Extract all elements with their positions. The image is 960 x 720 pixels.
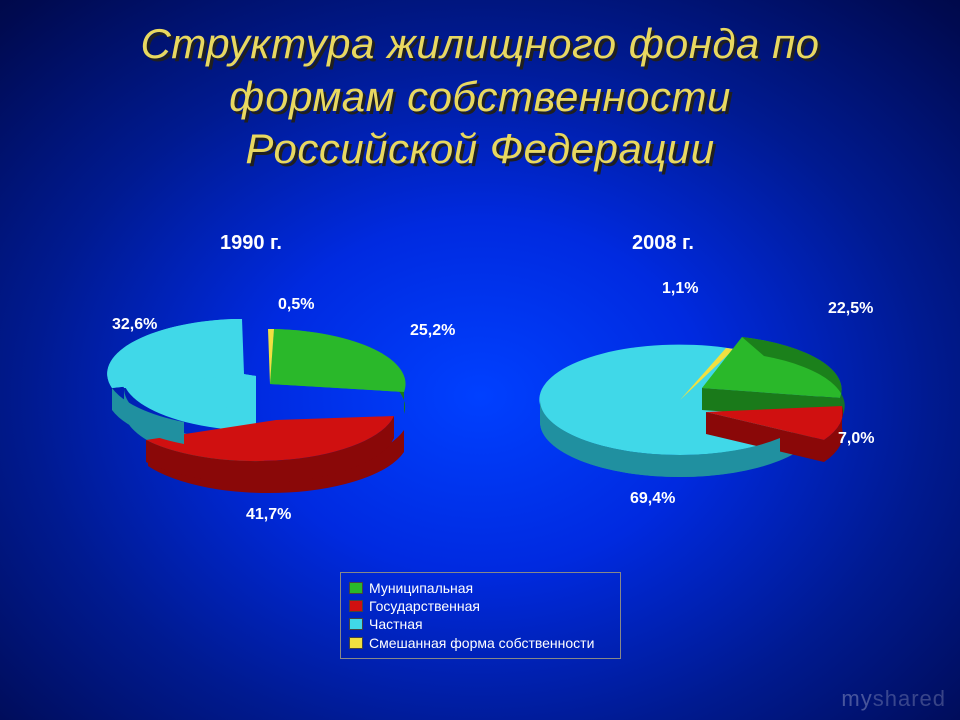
- label-1990-mixed: 0,5%: [278, 296, 314, 314]
- label-2008-municipal: 22,5%: [828, 300, 873, 318]
- title-line-3: Российской Федерации: [245, 125, 714, 172]
- label-1990-state: 41,7%: [246, 506, 291, 524]
- legend-swatch-municipal: [349, 582, 363, 594]
- legend-swatch-private: [349, 618, 363, 630]
- watermark-suffix: shared: [873, 686, 946, 711]
- year-label-2008: 2008 г.: [632, 232, 694, 255]
- title-line-1: Структура жилищного фонда по: [140, 20, 819, 67]
- legend-swatch-mixed: [349, 637, 363, 649]
- legend-row-municipal: Муниципальная: [349, 579, 594, 597]
- pie-chart-2008: 1,1% 22,5% 7,0% 69,4%: [510, 280, 910, 540]
- label-1990-municipal: 25,2%: [410, 322, 455, 340]
- legend-row-mixed: Смешанная форма собственности: [349, 634, 594, 652]
- label-2008-state: 7,0%: [838, 430, 874, 448]
- legend-label-mixed: Смешанная форма собственности: [369, 634, 594, 652]
- watermark: myshared: [841, 686, 946, 712]
- label-1990-private: 32,6%: [112, 316, 157, 334]
- legend-label-municipal: Муниципальная: [369, 579, 473, 597]
- legend-row-private: Частная: [349, 615, 594, 633]
- legend-label-state: Государственная: [369, 597, 480, 615]
- pie-chart-1990: 32,6% 0,5% 25,2% 41,7%: [60, 280, 480, 540]
- legend: Муниципальная Государственная Частная См…: [340, 572, 621, 659]
- year-label-1990: 1990 г.: [220, 232, 282, 255]
- slide: Структура жилищного фонда по формам собс…: [0, 0, 960, 720]
- label-2008-private: 69,4%: [630, 490, 675, 508]
- watermark-prefix: my: [841, 686, 872, 711]
- pie-svg-2008: [510, 280, 910, 540]
- legend-swatch-state: [349, 600, 363, 612]
- legend-row-state: Государственная: [349, 597, 594, 615]
- legend-label-private: Частная: [369, 615, 423, 633]
- label-2008-mixed: 1,1%: [662, 280, 698, 298]
- title-line-2: формам собственности: [229, 73, 731, 120]
- page-title: Структура жилищного фонда по формам собс…: [0, 18, 960, 176]
